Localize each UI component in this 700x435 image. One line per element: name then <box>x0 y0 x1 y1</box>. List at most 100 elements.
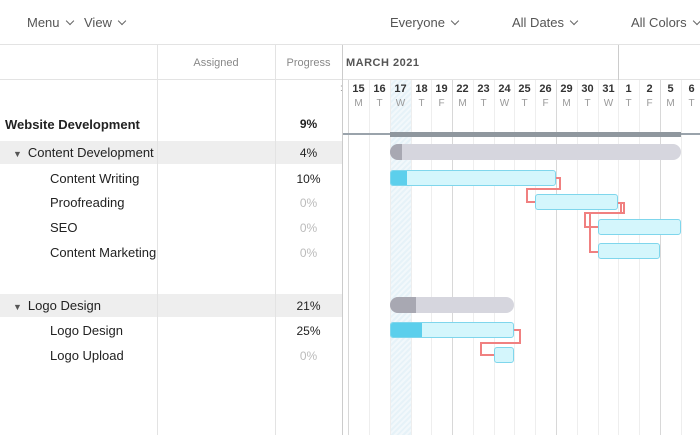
day-number: 17 <box>394 83 407 95</box>
project-progress: 9% <box>299 117 318 131</box>
day-number: 30 <box>581 83 594 95</box>
day-of-week: F <box>542 98 549 109</box>
task-name[interactable]: Content Marketing <box>50 245 157 260</box>
menu-dropdown[interactable]: Menu <box>27 15 74 30</box>
day-gridline <box>411 80 412 435</box>
day-gridline <box>431 80 432 435</box>
view-label: View <box>84 15 112 30</box>
day-of-week: T <box>480 98 487 109</box>
group-progress-fill <box>390 144 402 160</box>
task-bar-content-writing[interactable] <box>390 170 556 186</box>
group-row-bg <box>0 294 342 317</box>
day-gridline <box>514 80 515 435</box>
task-name[interactable]: Logo Design <box>50 323 123 338</box>
header-divider <box>0 79 342 80</box>
day-number: 31 <box>602 83 615 95</box>
day-of-week: T <box>688 98 695 109</box>
day-gridline <box>390 80 391 435</box>
group-progress: 4% <box>299 146 318 160</box>
view-dropdown[interactable]: View <box>84 15 127 30</box>
pane-divider[interactable] <box>342 45 343 435</box>
day-of-week: T <box>521 98 528 109</box>
project-bar[interactable] <box>390 132 681 137</box>
task-bar-logo-upload[interactable] <box>494 347 514 363</box>
group-row[interactable]: ▼ Content Development <box>13 145 154 160</box>
day-of-week: T <box>418 98 425 109</box>
task-progress: 0% <box>299 221 318 235</box>
dependency-line <box>526 177 561 203</box>
day-gridline <box>473 80 474 435</box>
task-name[interactable]: SEO <box>50 220 78 235</box>
task-bar-seo[interactable] <box>598 219 681 235</box>
assigned-header[interactable]: Assigned <box>193 57 239 69</box>
everyone-label: Everyone <box>390 15 445 30</box>
day-of-week: T <box>584 98 591 109</box>
caret-down-icon[interactable]: ▼ <box>13 149 22 159</box>
day-of-week: T <box>376 98 383 109</box>
toolbar: Menu View Everyone All Dates All Colors <box>0 0 700 45</box>
day-of-week: W <box>395 98 406 109</box>
day-of-week: W <box>603 98 614 109</box>
project-name[interactable]: Website Development <box>5 117 140 132</box>
day-of-week: F <box>438 98 445 109</box>
group-progress: 21% <box>296 299 321 313</box>
dates-filter[interactable]: All Dates <box>512 15 579 30</box>
dependency-line <box>589 202 622 253</box>
day-of-week: M <box>458 98 467 109</box>
dependency-line <box>480 329 521 356</box>
task-progress: 0% <box>299 196 318 210</box>
day-gridline <box>556 80 557 435</box>
group-name: Logo Design <box>27 298 101 313</box>
day-gridline <box>452 80 453 435</box>
day-of-week: W <box>499 98 510 109</box>
day-number: 6 <box>688 83 695 95</box>
day-gridline <box>348 80 349 435</box>
task-bar-proofreading[interactable] <box>535 194 618 210</box>
task-progress-fill <box>391 171 408 185</box>
progress-header[interactable]: Progress <box>286 57 331 69</box>
colors-filter[interactable]: All Colors <box>631 15 700 30</box>
day-number: 1 <box>625 83 632 95</box>
day-number: 25 <box>518 83 531 95</box>
group-row-bg <box>0 141 342 164</box>
day-gridline <box>577 80 578 435</box>
day-number: 24 <box>498 83 511 95</box>
task-progress: 25% <box>296 324 321 338</box>
task-progress-fill <box>391 323 422 337</box>
task-progress: 0% <box>299 349 318 363</box>
task-bar-content-marketing[interactable] <box>598 243 660 259</box>
day-number: 2 <box>646 83 653 95</box>
partial-day: : <box>340 83 343 94</box>
task-bar-logo-design[interactable] <box>390 322 514 338</box>
task-name[interactable]: Proofreading <box>50 195 125 210</box>
task-name[interactable]: Logo Upload <box>50 348 124 363</box>
day-gridline <box>660 80 661 435</box>
group-bar-content-development[interactable] <box>390 144 681 160</box>
day-number: 18 <box>415 83 428 95</box>
day-number: 5 <box>667 83 674 95</box>
caret-down-icon[interactable]: ▼ <box>13 302 22 312</box>
task-name[interactable]: Content Writing <box>50 171 140 186</box>
day-number: 15 <box>352 83 365 95</box>
column-divider <box>275 45 276 435</box>
column-divider <box>157 45 158 435</box>
day-gridline <box>369 80 370 435</box>
everyone-filter[interactable]: Everyone <box>390 15 460 30</box>
day-number: 22 <box>456 83 469 95</box>
day-of-week: M <box>354 98 363 109</box>
day-of-week: M <box>562 98 571 109</box>
group-row[interactable]: ▼ Logo Design <box>13 298 101 313</box>
day-number: 16 <box>373 83 386 95</box>
group-bar-logo-design[interactable] <box>390 297 514 313</box>
task-progress: 0% <box>299 246 318 260</box>
colors-label: All Colors <box>631 15 687 30</box>
dates-label: All Dates <box>512 15 565 30</box>
day-of-week: T <box>625 98 632 109</box>
today-column <box>390 79 411 435</box>
month-boundary <box>618 45 619 80</box>
day-number: 23 <box>477 83 490 95</box>
day-number: 26 <box>539 83 552 95</box>
task-progress: 10% <box>296 172 321 186</box>
day-of-week: M <box>666 98 675 109</box>
